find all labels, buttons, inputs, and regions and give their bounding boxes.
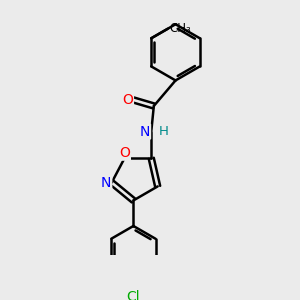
Text: CH₃: CH₃: [169, 22, 191, 35]
Text: O: O: [122, 93, 133, 106]
Text: H: H: [159, 125, 169, 138]
Text: Cl: Cl: [127, 290, 140, 300]
Text: N: N: [101, 176, 111, 190]
Text: O: O: [119, 146, 130, 160]
Text: N: N: [140, 124, 150, 139]
